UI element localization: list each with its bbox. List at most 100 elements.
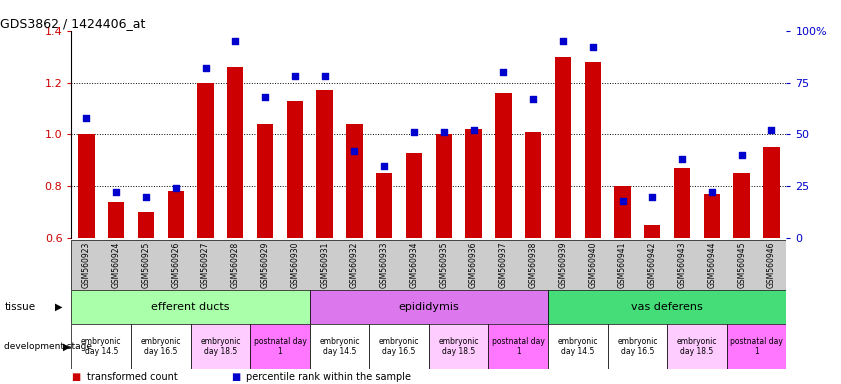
Bar [548, 290, 786, 324]
Point [467, 127, 480, 133]
Text: ▶: ▶ [63, 341, 71, 352]
Point [646, 194, 659, 200]
Point [586, 44, 600, 50]
Text: GSM560930: GSM560930 [290, 242, 299, 288]
Bar [198, 83, 214, 238]
Text: GSM560924: GSM560924 [112, 242, 120, 288]
Point [80, 115, 93, 121]
Bar [704, 194, 720, 238]
Bar [167, 191, 184, 238]
Text: GSM560926: GSM560926 [172, 242, 180, 288]
Text: ▶: ▶ [55, 302, 62, 312]
Point [229, 38, 242, 44]
Bar [287, 101, 303, 238]
Point [169, 185, 182, 191]
Point [705, 189, 718, 195]
Bar [257, 124, 273, 238]
Bar [465, 129, 482, 238]
Point [258, 94, 272, 100]
Text: embryonic
day 14.5: embryonic day 14.5 [558, 337, 598, 356]
Point [675, 156, 689, 162]
Text: GSM560937: GSM560937 [499, 242, 508, 288]
Bar [346, 124, 362, 238]
Point [437, 129, 451, 136]
Text: vas deferens: vas deferens [632, 302, 703, 312]
Text: GSM560935: GSM560935 [439, 242, 448, 288]
Bar [309, 324, 369, 369]
Point [407, 129, 420, 136]
Text: embryonic
day 14.5: embryonic day 14.5 [81, 337, 121, 356]
Text: GSM560939: GSM560939 [558, 242, 568, 288]
Bar [138, 212, 154, 238]
Point [140, 194, 153, 200]
Bar [251, 324, 309, 369]
Text: GSM560940: GSM560940 [588, 242, 597, 288]
Bar [667, 324, 727, 369]
Text: GSM560945: GSM560945 [738, 242, 746, 288]
Bar [674, 168, 690, 238]
Text: GSM560936: GSM560936 [469, 242, 478, 288]
Text: embryonic
day 18.5: embryonic day 18.5 [677, 337, 717, 356]
Bar [71, 290, 309, 324]
Text: GSM560925: GSM560925 [141, 242, 151, 288]
Text: GDS3862 / 1424406_at: GDS3862 / 1424406_at [0, 17, 145, 30]
Bar [584, 62, 601, 238]
Text: postnatal day
1: postnatal day 1 [253, 337, 306, 356]
Bar [376, 173, 393, 238]
Text: GSM560942: GSM560942 [648, 242, 657, 288]
Bar [369, 324, 429, 369]
Bar [764, 147, 780, 238]
Text: transformed count: transformed count [87, 372, 177, 382]
Bar [614, 186, 631, 238]
Point [109, 189, 123, 195]
Bar [495, 93, 511, 238]
Bar [548, 324, 607, 369]
Bar [71, 324, 131, 369]
Text: embryonic
day 16.5: embryonic day 16.5 [140, 337, 181, 356]
Text: development stage: development stage [4, 342, 93, 351]
Bar [316, 90, 333, 238]
Bar [555, 56, 571, 238]
Text: ■: ■ [231, 372, 241, 382]
Text: tissue: tissue [4, 302, 35, 312]
Text: embryonic
day 16.5: embryonic day 16.5 [617, 337, 658, 356]
Text: GSM560923: GSM560923 [82, 242, 91, 288]
Bar [227, 67, 244, 238]
Text: GSM560934: GSM560934 [410, 242, 419, 288]
Point [764, 127, 778, 133]
Bar [78, 134, 94, 238]
Text: embryonic
day 14.5: embryonic day 14.5 [320, 337, 360, 356]
Point [288, 73, 302, 79]
Text: GSM560944: GSM560944 [707, 242, 717, 288]
Text: GSM560929: GSM560929 [261, 242, 270, 288]
Point [378, 162, 391, 169]
Text: embryonic
day 16.5: embryonic day 16.5 [379, 337, 420, 356]
Text: GSM560931: GSM560931 [320, 242, 329, 288]
Text: ■: ■ [71, 372, 81, 382]
Point [198, 65, 212, 71]
Bar [733, 173, 750, 238]
Bar [489, 324, 548, 369]
Text: postnatal day
1: postnatal day 1 [730, 337, 783, 356]
Text: GSM560941: GSM560941 [618, 242, 627, 288]
Point [526, 96, 540, 102]
Bar [436, 134, 452, 238]
Text: GSM560927: GSM560927 [201, 242, 210, 288]
Text: percentile rank within the sample: percentile rank within the sample [246, 372, 411, 382]
Text: GSM560932: GSM560932 [350, 242, 359, 288]
Text: GSM560938: GSM560938 [529, 242, 537, 288]
Point [347, 148, 361, 154]
Text: efferent ducts: efferent ducts [151, 302, 230, 312]
Bar [727, 324, 786, 369]
Text: postnatal day
1: postnatal day 1 [492, 337, 545, 356]
Bar [525, 132, 542, 238]
Point [616, 198, 629, 204]
Point [735, 152, 748, 158]
Text: GSM560943: GSM560943 [678, 242, 686, 288]
Bar [309, 290, 548, 324]
Bar [429, 324, 489, 369]
Text: GSM560933: GSM560933 [380, 242, 389, 288]
Text: GSM560928: GSM560928 [230, 242, 240, 288]
Text: embryonic
day 18.5: embryonic day 18.5 [438, 337, 479, 356]
Bar [644, 225, 660, 238]
